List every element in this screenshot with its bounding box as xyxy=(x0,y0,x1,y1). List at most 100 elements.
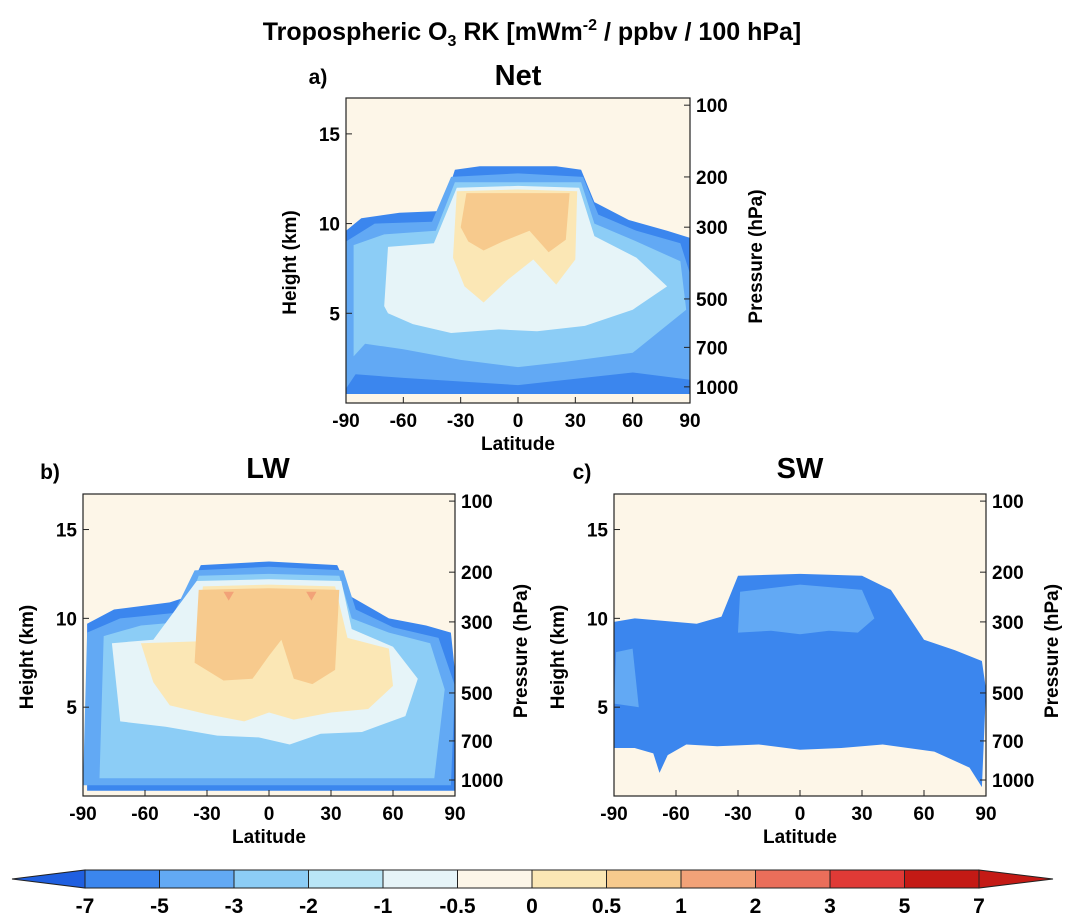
panel-net: -90 -60 -30 0 30 60 90 5 10 15 100 200 300 500 700 1000… xyxy=(280,60,767,455)
x-axis-label: Latitude xyxy=(481,434,555,455)
y-tick-label: 10 xyxy=(587,609,608,630)
panel-label: c) xyxy=(573,461,592,484)
y-tick-label: 5 xyxy=(597,698,608,719)
colorbar-tick-label: -3 xyxy=(225,895,244,918)
x-tick-label: 90 xyxy=(444,804,465,825)
x-tick-label: -30 xyxy=(447,411,474,432)
colorbar-tick-label: -2 xyxy=(299,895,318,918)
pressure-tick-label: 500 xyxy=(992,684,1024,705)
figure-title: Tropospheric O3 RK [mWm-2 / ppbv / 100 h… xyxy=(263,17,802,50)
colorbar-tick-label: -5 xyxy=(150,895,169,918)
pressure-tick-label: 1000 xyxy=(461,771,503,792)
colorbar-extend-low xyxy=(11,869,86,889)
y-tick-label: 10 xyxy=(56,609,77,630)
colorbar-tick-label: 1 xyxy=(675,895,687,918)
colorbar-tick-label: 2 xyxy=(750,895,762,918)
x-tick-label: 0 xyxy=(795,804,806,825)
pressure-tick-label: 300 xyxy=(696,218,728,239)
x-tick-label: 0 xyxy=(513,411,524,432)
colorbar-swatch xyxy=(457,869,533,889)
x-tick-label: 90 xyxy=(975,804,996,825)
contour-fill xyxy=(306,591,317,601)
x-tick-label: 30 xyxy=(851,804,872,825)
x-tick-label: 60 xyxy=(622,411,643,432)
panel-title: LW xyxy=(246,453,290,485)
pressure-tick-label: 700 xyxy=(696,338,728,359)
panel-lw: -90 -60 -30 0 30 60 90 5 10 15 100 200 300 500 700 1000… xyxy=(17,453,532,848)
pressure-tick-label: 500 xyxy=(461,684,493,705)
x-tick-label: 60 xyxy=(913,804,934,825)
y-axis-label: Height (km) xyxy=(548,605,569,710)
panel-label: a) xyxy=(309,66,328,89)
colorbar-swatch xyxy=(84,869,160,889)
x-tick-label: -90 xyxy=(332,411,359,432)
colorbar-swatch xyxy=(159,869,235,889)
contour-fill xyxy=(738,584,875,635)
colorbar-swatch xyxy=(755,869,831,889)
x-tick-label: -30 xyxy=(193,804,220,825)
y-axis-label: Height (km) xyxy=(280,210,301,315)
colorbar-tick-label: 3 xyxy=(824,895,836,918)
panel-title: Net xyxy=(495,60,542,92)
pressure-tick-label: 500 xyxy=(696,290,728,311)
pressure-tick-label: 100 xyxy=(696,96,728,117)
colorbar-tick-label: 7 xyxy=(973,895,985,918)
pressure-tick-label: 300 xyxy=(992,613,1024,634)
colorbar-tick-label: 0 xyxy=(526,895,538,918)
colorbar-tick-label: -7 xyxy=(76,895,95,918)
x-tick-label: -30 xyxy=(724,804,751,825)
colorbar-swatch xyxy=(382,869,458,889)
contour-fill xyxy=(614,573,986,788)
x-axis-label: Latitude xyxy=(232,827,306,848)
pressure-tick-label: 100 xyxy=(992,492,1024,513)
panel-label: b) xyxy=(40,461,60,484)
pressure-tick-label: 1000 xyxy=(696,378,738,399)
x-tick-label: -60 xyxy=(662,804,689,825)
y-tick-label: 5 xyxy=(66,698,77,719)
contour-fill xyxy=(194,588,340,685)
y-tick-label: 10 xyxy=(319,215,340,236)
colorbar-swatch xyxy=(531,869,607,889)
x-tick-label: -90 xyxy=(600,804,627,825)
y-tick-label: 15 xyxy=(56,521,78,542)
pressure-axis-label: Pressure (hPa) xyxy=(746,189,767,323)
x-tick-label: 0 xyxy=(264,804,275,825)
colorbar-tick-label: 5 xyxy=(899,895,911,918)
colorbar-tick-label: 0.5 xyxy=(592,895,622,918)
colorbar-swatch xyxy=(606,869,682,889)
pressure-tick-label: 200 xyxy=(992,563,1024,584)
panel-title: SW xyxy=(777,453,824,485)
colorbar-swatch xyxy=(233,869,309,889)
pressure-tick-label: 200 xyxy=(696,168,728,189)
colorbar-swatch xyxy=(308,869,384,889)
colorbar-swatch xyxy=(904,869,980,889)
y-tick-label: 15 xyxy=(587,521,609,542)
contour-fill xyxy=(223,591,234,601)
colorbar-extend-high xyxy=(978,869,1054,889)
pressure-axis-label: Pressure (hPa) xyxy=(511,584,532,718)
pressure-tick-label: 100 xyxy=(461,492,493,513)
contour-fill xyxy=(614,648,639,708)
x-tick-label: -60 xyxy=(390,411,417,432)
x-tick-label: 60 xyxy=(382,804,403,825)
pressure-tick-label: 300 xyxy=(461,613,493,634)
pressure-tick-label: 700 xyxy=(992,732,1024,753)
contour-fill xyxy=(460,193,570,253)
pressure-axis-label: Pressure (hPa) xyxy=(1042,584,1063,718)
y-tick-label: 15 xyxy=(319,125,341,146)
x-tick-label: 30 xyxy=(565,411,586,432)
x-tick-label: -60 xyxy=(131,804,158,825)
y-tick-label: 5 xyxy=(329,304,340,325)
x-axis-label: Latitude xyxy=(763,827,837,848)
x-tick-label: 90 xyxy=(679,411,700,432)
pressure-tick-label: 200 xyxy=(461,563,493,584)
colorbar-tick-label: -0.5 xyxy=(439,895,476,918)
x-tick-label: 30 xyxy=(320,804,341,825)
y-axis-label: Height (km) xyxy=(17,605,38,710)
pressure-tick-label: 1000 xyxy=(992,771,1034,792)
x-tick-label: -90 xyxy=(69,804,96,825)
panel-sw: -90 -60 -30 0 30 60 90 5 10 15 100 200 300 500 700 1000… xyxy=(548,453,1063,848)
pressure-tick-label: 700 xyxy=(461,732,493,753)
colorbar-swatch xyxy=(829,869,905,889)
